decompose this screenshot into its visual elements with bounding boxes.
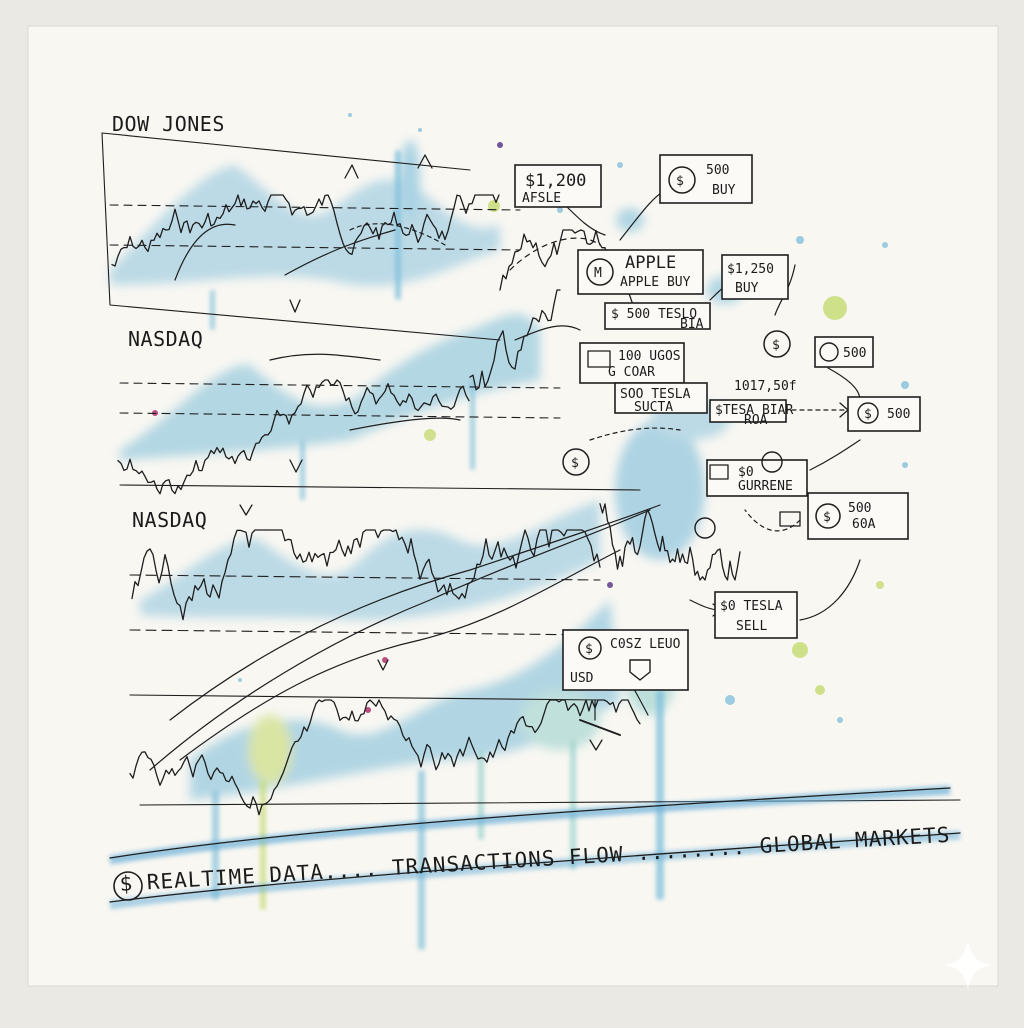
dollar-coin-icon	[761, 451, 783, 473]
sketch-line-nasdaq-upper	[117, 379, 470, 495]
note-box-coar: 100 UGOS G COAR	[579, 342, 685, 384]
svg-text:500: 500	[843, 346, 866, 361]
svg-text:$: $	[571, 456, 579, 471]
sketch-line-nasdaq-spike	[469, 289, 561, 391]
svg-text:60A: 60A	[852, 517, 876, 532]
note-box-500-right: $ 500	[847, 396, 921, 432]
nasdaq-label-lower: NASDAQ	[132, 508, 207, 532]
svg-text:SUCTA: SUCTA	[634, 400, 673, 415]
sketch-line-bottom-trend	[129, 699, 641, 816]
svg-text:SOO TESLA: SOO TESLA	[620, 387, 691, 402]
svg-text:$0: $0	[738, 465, 754, 480]
dow-jones-label: DOW JONES	[112, 112, 225, 136]
note-price-1017: 1017,50f	[734, 379, 797, 394]
note-box-tesla-500: $ 500 TESLO BIA	[604, 302, 711, 332]
svg-text:ROA: ROA	[744, 413, 768, 428]
chart-lines	[111, 194, 741, 816]
sketch-line-center-cluster	[599, 503, 741, 581]
svg-text:BUY: BUY	[735, 281, 759, 296]
svg-text:$: $	[585, 642, 593, 657]
dollar-coin-icon	[668, 166, 696, 194]
svg-text:GURRENE: GURRENE	[738, 479, 793, 494]
note-box-500-small: 500	[814, 336, 874, 368]
dollar-coin-icon: $ $	[562, 330, 791, 476]
svg-text:G COAR: G COAR	[608, 365, 655, 380]
flow-arrows	[149, 189, 861, 771]
note-box-tesa: $TESA BIAR ROA	[709, 399, 793, 428]
svg-text:APPLE BUY: APPLE BUY	[620, 275, 691, 290]
svg-text:100 UGOS: 100 UGOS	[618, 349, 681, 364]
svg-text:$: $	[864, 407, 872, 422]
dollar-coin-icon	[815, 503, 841, 529]
svg-text:SELL: SELL	[736, 619, 767, 634]
svg-text:$1,200: $1,200	[525, 171, 586, 191]
svg-text:$: $	[772, 338, 780, 353]
svg-text:BIA: BIA	[680, 317, 704, 332]
note-box-buy-1250: $1,250 BUY	[721, 254, 789, 300]
svg-text:$TESA BIAR: $TESA BIAR	[715, 403, 793, 418]
svg-text:$: $	[676, 174, 684, 189]
svg-text:AFSLE: AFSLE	[522, 191, 561, 206]
sparkle-icon	[944, 940, 992, 990]
dollar-coin-icon	[819, 342, 839, 362]
small-box-icon	[779, 511, 801, 527]
note-box-tesla-sell: $0 TESLA SELL	[714, 591, 798, 639]
svg-text:BUY: BUY	[712, 183, 736, 198]
dollar-coin-icon	[578, 636, 602, 660]
svg-text:$: $	[823, 510, 831, 525]
svg-text:$ 500 TESLO: $ 500 TESLO	[611, 307, 697, 322]
note-box-usd: $ C0SZ LEUO USD	[562, 629, 689, 691]
svg-text:USD: USD	[570, 671, 594, 686]
note-box-gurrene: $0 GURRENE	[706, 451, 808, 497]
note-box-tesla-sell-500: SOO TESLA SUCTA	[614, 382, 708, 415]
note-box-500-lower: $ 500 60A	[807, 492, 909, 540]
note-box-apple-buy: M APPLE APPLE BUY	[577, 249, 704, 295]
sketch-line-dow-jones	[111, 194, 500, 267]
dollar-coin-icon	[113, 871, 143, 901]
dollar-coin-icon	[857, 402, 879, 424]
svg-text:500: 500	[848, 501, 871, 516]
chart-icon	[587, 350, 611, 368]
svg-text:500: 500	[706, 163, 729, 178]
note-box-buy-500: $ 500 BUY	[659, 154, 753, 204]
dollar-coin-icon	[586, 258, 614, 286]
paint-splatters	[152, 113, 909, 723]
note-box-apple-price: $1,200 AFSLE	[514, 164, 602, 208]
svg-text:$0 TESLA: $0 TESLA	[720, 599, 783, 614]
svg-text:APPLE: APPLE	[625, 253, 676, 273]
sketch-line-nasdaq-lower	[131, 529, 601, 621]
svg-text:500: 500	[887, 407, 910, 422]
nasdaq-label-upper: NASDAQ	[128, 327, 203, 351]
svg-text:M: M	[594, 266, 602, 281]
svg-text:C0SZ LEUO: C0SZ LEUO	[610, 637, 681, 652]
coin-icon-small	[694, 517, 716, 539]
svg-text:$1,250: $1,250	[727, 262, 774, 277]
